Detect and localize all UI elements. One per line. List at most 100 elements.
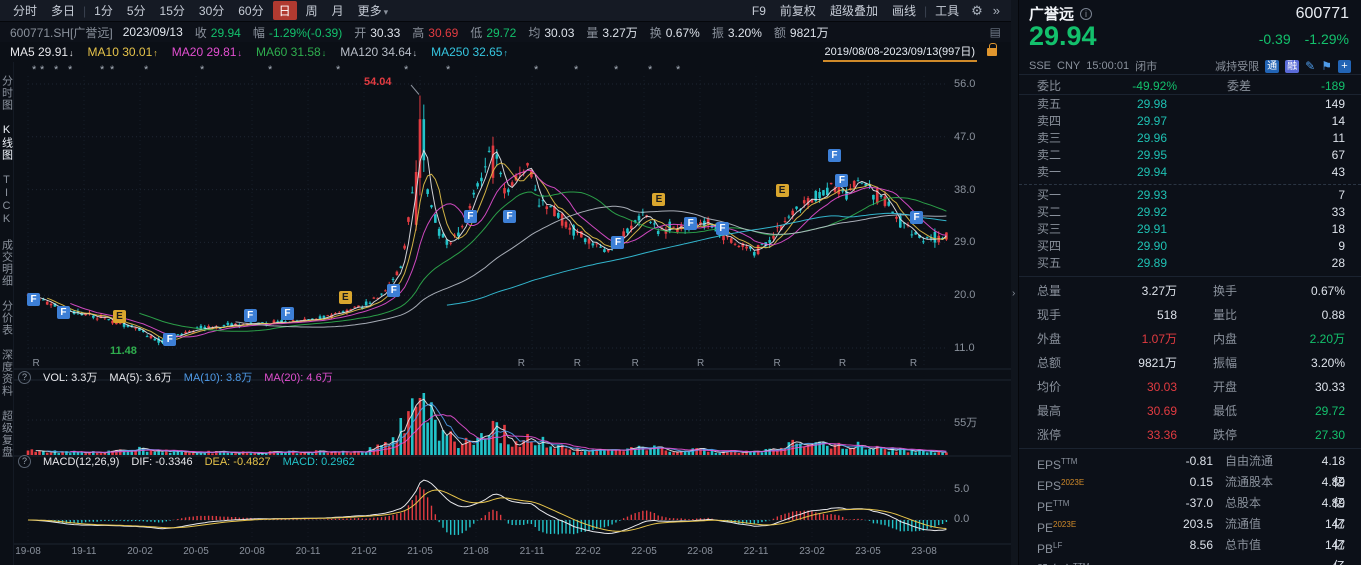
chevron-right-icon[interactable]: › (1012, 288, 1016, 299)
event-marker-f[interactable]: F (611, 235, 625, 249)
period-tab-7[interactable]: 60分 (238, 4, 264, 18)
event-marker-f[interactable]: F (503, 209, 517, 223)
stat-value: 1.07万 (1141, 332, 1177, 346)
sidebar-tab-1[interactable]: K线图 (0, 124, 13, 161)
period-tab-9[interactable]: 周 (305, 4, 318, 18)
macd-axis-label: 0.0 (954, 513, 970, 525)
tool-button-2[interactable]: 超级叠加 (829, 4, 878, 18)
list-icon[interactable]: ▤ (989, 25, 1001, 39)
event-star: * (40, 64, 45, 76)
bid-row-4[interactable]: 买四 29.90 9 (1019, 238, 1361, 255)
period-tab-8[interactable]: 日 (272, 1, 297, 20)
kline-chart[interactable]: 56.0 47.0 38.0 29.0 20.0 11.0 55万 5.0 0.… (14, 62, 1011, 545)
tool-button-3[interactable]: 画线 (891, 4, 916, 18)
kline-chart-canvas[interactable] (14, 62, 1011, 545)
event-star: * (614, 64, 619, 76)
tool-button-1[interactable]: 前复权 (779, 4, 816, 18)
lock-icon[interactable] (987, 43, 997, 56)
level-price: 29.95 (1136, 148, 1167, 162)
time-axis-label: 20-02 (127, 546, 153, 557)
event-marker-f[interactable]: F (243, 308, 257, 322)
help-icon[interactable]: ? (18, 370, 31, 384)
ask-row-3[interactable]: 卖三 29.96 11 (1019, 130, 1361, 147)
event-marker-f[interactable]: F (27, 293, 41, 307)
event-marker-f[interactable]: F (56, 306, 70, 320)
field-label: 低 (470, 25, 483, 40)
bid-row-3[interactable]: 买三 29.91 18 (1019, 221, 1361, 238)
level-price: 29.94 (1136, 165, 1167, 179)
sidebar-tab-2[interactable]: TICK (0, 174, 13, 226)
fin-value: 4.89亿 (1321, 475, 1345, 510)
financial-row-2: EPS2023E 0.15 流通股本 4.89亿 (1019, 472, 1361, 510)
macd-dea: DEA: -0.4827 (204, 455, 271, 468)
sidebar-tab-5[interactable]: 深度资料 (0, 349, 13, 397)
event-marker-f[interactable]: F (910, 211, 924, 225)
event-marker-f[interactable]: F (163, 333, 177, 347)
sidebar-tab-6[interactable]: 超级复盘 (0, 410, 13, 458)
time-axis-label: 22-11 (743, 546, 769, 557)
event-marker-e[interactable]: E (112, 309, 126, 323)
tool-button-0[interactable]: F9 (751, 3, 766, 18)
panel-collapse-strip[interactable]: › (1011, 0, 1019, 565)
help-icon[interactable]: ? (18, 455, 31, 468)
trend-arrow-icon: ↓ (237, 48, 242, 58)
alert-icon[interactable]: ⚑ (1321, 59, 1332, 73)
event-marker-f[interactable]: F (827, 149, 841, 163)
event-marker-e[interactable]: E (338, 291, 352, 305)
period-tab-5[interactable]: 15分 (159, 4, 185, 18)
period-tab-4[interactable]: 5分 (126, 4, 146, 18)
ask-row-5[interactable]: 卖一 29.94 43 (1019, 164, 1361, 181)
fin-label: 流通值 (1225, 517, 1262, 531)
event-marker-e[interactable]: E (775, 184, 789, 198)
event-star: * (404, 64, 409, 76)
period-tab-1[interactable]: 多日 (51, 4, 76, 18)
stat-row-2: 现手 518 量比 0.88 (1019, 303, 1361, 327)
add-watchlist-icon[interactable]: + (1338, 59, 1351, 73)
ask-row-4[interactable]: 卖二 29.95 67 (1019, 147, 1361, 164)
panel-collapse-icon[interactable]: » (992, 3, 1000, 18)
tool-button-5[interactable]: 工具 (935, 4, 960, 18)
stat-label: 现手 (1037, 308, 1062, 322)
visible-date-range[interactable]: 2019/08/08-2023/09/13(997日) (822, 43, 977, 62)
event-marker-f[interactable]: F (835, 173, 849, 187)
event-marker-f[interactable]: F (684, 216, 698, 230)
field-value: 29.94 (210, 25, 241, 40)
bid-row-2[interactable]: 买二 29.92 33 (1019, 204, 1361, 221)
period-tab-11[interactable]: 更多 ▾ (357, 4, 389, 18)
event-star: * (68, 64, 73, 76)
quote-time: 15:00:01 (1086, 60, 1130, 72)
fin-value: -37.0 (1185, 496, 1213, 510)
trend-arrow-icon: ↑ (503, 48, 508, 58)
level-price: 29.91 (1136, 222, 1167, 236)
ask-row-2[interactable]: 卖四 29.97 14 (1019, 113, 1361, 130)
event-marker-f[interactable]: F (387, 284, 401, 297)
price-change-pct: -1.29% (1304, 31, 1349, 48)
financial-row-1: EPSTTM -0.81 自由流通 4.18亿 (1019, 451, 1361, 489)
period-tab-0[interactable]: 分时 (13, 4, 38, 18)
info-icon[interactable]: i (1080, 7, 1093, 20)
gear-icon[interactable]: ⚙ (971, 2, 983, 18)
time-axis-label: 21-11 (519, 546, 545, 557)
financial-row-3: PETTM -37.0 总股本 4.89亿 (1019, 493, 1361, 531)
field-label: 振 (711, 25, 724, 40)
event-marker-f[interactable]: F (715, 222, 729, 236)
period-tab-10[interactable]: 月 (331, 4, 344, 18)
ask-row-1[interactable]: 卖五 29.98 149 (1019, 96, 1361, 113)
event-marker-f[interactable]: F (280, 307, 294, 321)
stat-label: 总量 (1037, 284, 1062, 298)
period-tab-3[interactable]: 1分 (94, 4, 113, 18)
level-qty: 43 (1331, 165, 1345, 179)
stat-value: 0.67% (1310, 284, 1345, 298)
bid-row-1[interactable]: 买一 29.93 7 (1019, 187, 1361, 204)
stat-value: 30.33 (1314, 380, 1345, 394)
sidebar-tab-0[interactable]: 分时图 (0, 75, 13, 111)
period-tab-6[interactable]: 30分 (198, 4, 225, 18)
event-marker-f[interactable]: F (463, 209, 477, 223)
dividend-marker: R (909, 358, 918, 369)
bid-row-5[interactable]: 买五 29.89 28 (1019, 255, 1361, 272)
sidebar-tab-4[interactable]: 分价表 (0, 300, 13, 336)
event-marker-e[interactable]: E (652, 193, 666, 207)
draw-icon[interactable]: ✎ (1305, 59, 1316, 73)
sidebar-tab-3[interactable]: 成交明细 (0, 239, 13, 287)
